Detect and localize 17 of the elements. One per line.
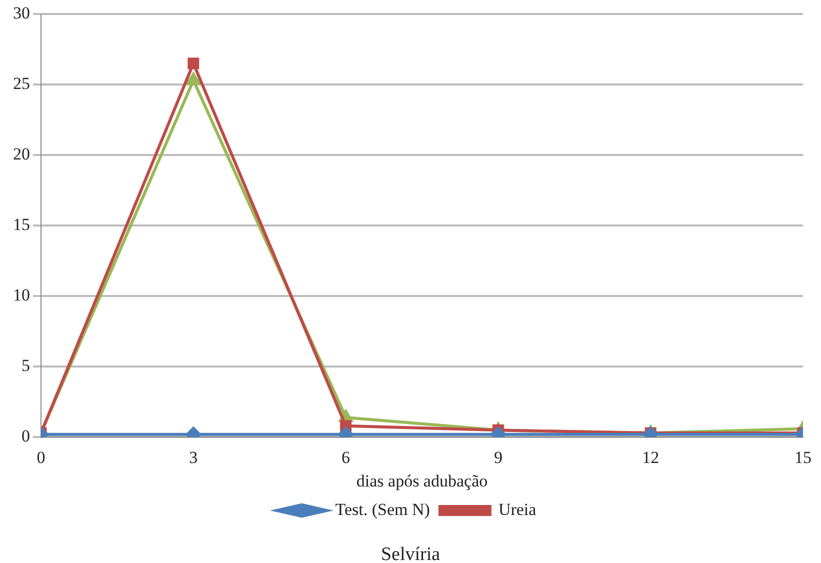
x-tick-label: 9 xyxy=(494,448,502,467)
y-tick-label: 25 xyxy=(13,74,30,93)
x-tick-label: 12 xyxy=(642,448,660,467)
x-axis-title: dias após adubação xyxy=(356,471,488,490)
y-tick-label: 30 xyxy=(13,3,30,22)
y-tick-label: 0 xyxy=(22,426,30,446)
legend-label: Test. (Sem N) xyxy=(335,500,430,519)
text: Selvíria xyxy=(380,544,441,563)
x-tick-label: 15 xyxy=(794,448,812,467)
legend-label: Ureia xyxy=(498,500,537,519)
x-tick-label: 6 xyxy=(342,448,350,467)
y-tick-label: 20 xyxy=(13,144,30,164)
x-tick-label: 3 xyxy=(189,448,198,467)
y-tick-label: 10 xyxy=(13,286,30,305)
y-tick-label: 5 xyxy=(22,356,30,376)
y-tick-label: 15 xyxy=(13,215,30,234)
x-tick-label: 0 xyxy=(36,448,46,467)
